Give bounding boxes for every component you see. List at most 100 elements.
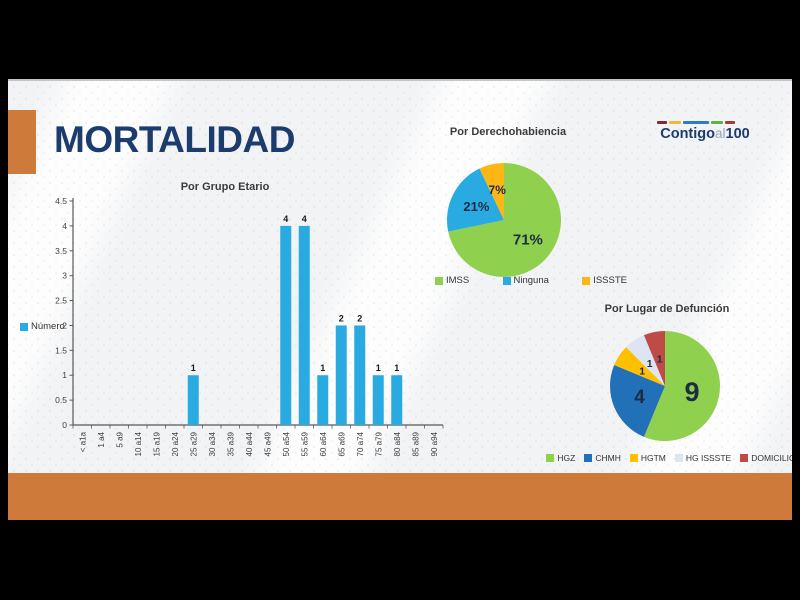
- pie-chart-por-lugar-de-defuncion: 9 4 11 1: [610, 331, 720, 441]
- x-category-label: 45 a49: [263, 431, 272, 456]
- x-category-label: 55 a59: [300, 431, 309, 456]
- pie-slice-label: 1: [647, 358, 653, 370]
- slide-background: MORTALIDAD Contigoal100 Por Grupo Etario…: [8, 79, 792, 520]
- pie-slice-label: 1: [639, 365, 645, 377]
- bar: [187, 375, 199, 425]
- x-category-label: 65 a69: [337, 431, 346, 456]
- bar: [317, 375, 329, 425]
- bar-value-label: 4: [302, 214, 307, 224]
- x-category-label: 10 a14: [134, 431, 143, 456]
- pie-chart-por-derechohabiencia: 71% 21%7%: [447, 163, 561, 277]
- pie-slice-label: 4: [634, 387, 645, 408]
- y-tick-label: 2: [62, 320, 67, 330]
- pie-chart-title-derechohabiencia: Por Derechohabiencia: [449, 126, 567, 138]
- pie-slice: [610, 364, 665, 437]
- legend-item: Número: [20, 321, 65, 332]
- pie-chart-legend-lugar-defuncion: HGZ CHMH HGTM HG ISSSTE DOMICILIO: [546, 453, 792, 463]
- x-category-label: 35 a39: [226, 431, 235, 456]
- legend-label: DOMICILIO: [751, 453, 792, 463]
- y-tick-label: 0.5: [55, 395, 67, 405]
- x-category-label: 40 a44: [245, 431, 254, 456]
- x-category-label: 60 a64: [319, 431, 328, 456]
- legend-label: Número: [31, 321, 65, 332]
- x-category-label: < a1a: [78, 431, 87, 452]
- legend-item: HGZ: [546, 453, 575, 463]
- pie-slice-label: 1: [657, 354, 663, 366]
- logo-dash-icon: [683, 121, 709, 124]
- bar-value-label: 1: [376, 363, 381, 373]
- footer-accent-bar: [8, 473, 792, 520]
- page-title: MORTALIDAD: [54, 119, 295, 160]
- y-tick-label: 2.5: [55, 296, 67, 306]
- x-category-label: 15 a19: [152, 431, 161, 456]
- bar: [354, 325, 366, 425]
- pie-slice: [479, 163, 504, 220]
- legend-swatch-icon: [629, 454, 638, 462]
- legend-swatch-icon: [740, 454, 749, 462]
- y-tick-label: 1: [62, 370, 67, 380]
- x-category-label: 70 a74: [356, 431, 365, 456]
- pie-slice-label: 7%: [489, 183, 507, 197]
- contigo-al-100-logo: Contigoal100: [653, 121, 757, 142]
- logo-word-contigo: Contigo: [660, 126, 716, 142]
- legend-swatch-icon: [435, 276, 443, 285]
- legend-swatch-icon: [546, 454, 555, 462]
- bar-value-label: 2: [357, 313, 362, 323]
- x-category-label: 75 a79: [374, 431, 383, 456]
- pie-slice: [626, 335, 665, 386]
- bar-value-label: 1: [320, 363, 325, 373]
- legend-swatch-icon: [502, 276, 511, 285]
- pie-slice: [614, 347, 665, 386]
- pie-slice: [448, 163, 561, 277]
- bar-chart-title: Por Grupo Etario: [180, 181, 270, 193]
- legend-label: HGTM: [640, 453, 666, 463]
- pie-slice: [447, 168, 504, 232]
- pie-chart-legend-derechohabiencia: IMSS Ninguna ISSSTE: [435, 275, 627, 286]
- y-tick-label: 1.5: [55, 345, 67, 355]
- x-category-label: 85 a89: [411, 431, 420, 456]
- legend-label: ISSSTE: [593, 275, 627, 286]
- x-category-label: 50 a54: [282, 431, 291, 456]
- x-category-label: 5 a9: [115, 431, 124, 447]
- legend-label: HGZ: [557, 453, 576, 463]
- legend-item: ISSSTE: [582, 275, 627, 286]
- x-category-label: 30 a34: [208, 431, 217, 456]
- legend-label: Ninguna: [513, 275, 549, 286]
- x-category-label: 25 a29: [189, 431, 198, 456]
- y-tick-label: 4.5: [55, 196, 67, 206]
- logo-dash-icon: [725, 121, 735, 124]
- bar: [391, 375, 403, 425]
- x-category-label: 20 a24: [171, 431, 180, 456]
- legend-swatch-icon: [582, 276, 591, 285]
- logo-dash-icon: [669, 121, 681, 124]
- legend-item: HG ISSSTE: [674, 453, 732, 463]
- bar: [335, 325, 347, 425]
- bar-value-label: 1: [394, 363, 399, 373]
- logo-word-100: 100: [725, 126, 750, 142]
- bar-value-label: 2: [339, 313, 344, 323]
- legend-label: CHMH: [595, 453, 621, 463]
- pie-slice: [643, 331, 665, 386]
- logo-dash-icon: [711, 121, 723, 124]
- y-tick-label: 0: [62, 420, 67, 430]
- pie-slice-label: 21%: [463, 199, 489, 214]
- pie-slice: [643, 331, 720, 441]
- logo-dash-icon: [657, 121, 667, 124]
- pie-slice-label: 71%: [513, 232, 543, 249]
- bar-chart-legend: Número: [20, 321, 65, 332]
- legend-label: HG ISSSTE: [685, 453, 732, 463]
- logo-word-al: al: [715, 126, 726, 141]
- bar-chart-por-grupo-etario: 0 0.5 1 1.5 2 2.5 3 3.5 4 4.5 < a1a 1 a4 5 a9 10 a14 1…: [55, 196, 444, 456]
- bar: [280, 225, 292, 425]
- bar: [372, 375, 384, 425]
- title-accent-bar: [8, 110, 36, 174]
- y-tick-label: 3.5: [55, 246, 67, 256]
- y-tick-label: 4: [62, 221, 67, 231]
- pie-slice-label: 9: [684, 377, 699, 407]
- legend-item: HGTM: [629, 453, 666, 463]
- logo-dashes-icon: [657, 121, 753, 124]
- logo-text: Contigoal100: [653, 126, 757, 142]
- bar-value-label: 1: [191, 363, 196, 373]
- bar-value-label: 4: [283, 214, 288, 224]
- legend-swatch-icon: [584, 454, 593, 462]
